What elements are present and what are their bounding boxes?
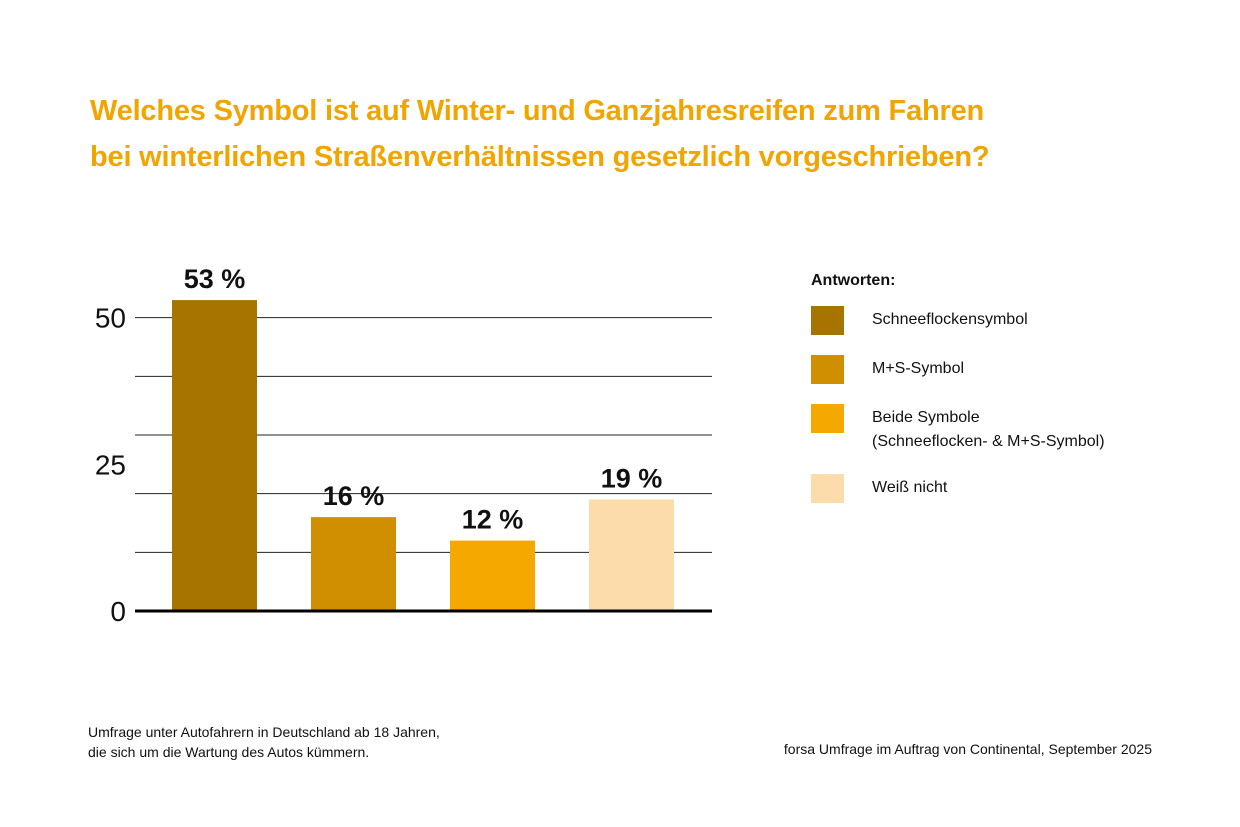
y-tick-label: 0 <box>110 596 126 627</box>
legend-label: Weiß nicht <box>872 479 948 496</box>
legend-swatch <box>811 404 844 433</box>
legend-label: Schneeflockensymbol <box>872 311 1028 328</box>
legend-swatch <box>811 474 844 503</box>
legend-label: Beide Symbole (Schneeflocken- & M+S-Symb… <box>872 409 1105 450</box>
bar <box>450 540 535 611</box>
legend-item: Beide Symbole (Schneeflocken- & M+S-Symb… <box>811 404 1105 454</box>
value-label: 16 % <box>323 481 385 511</box>
source: forsa Umfrage im Auftrag von Continental… <box>783 741 1152 757</box>
bar <box>311 517 396 611</box>
y-tick-label: 25 <box>95 449 126 480</box>
legend-label: M+S-Symbol <box>872 360 965 377</box>
legend-title: Antworten: <box>811 272 896 289</box>
legend-item: Schneeflockensymbol <box>811 306 1105 335</box>
legend: Antworten: Schneeflockensymbol M+S-Symbol… <box>811 272 1105 523</box>
legend-items: Schneeflockensymbol M+S-Symbol Beide Symbo… <box>811 306 1105 503</box>
bar <box>589 499 674 611</box>
bar <box>172 300 257 611</box>
legend-item: Weiß nicht <box>811 474 1105 503</box>
value-label: 12 % <box>462 505 524 535</box>
legend-swatch <box>811 355 844 384</box>
legend-swatch <box>811 306 844 335</box>
value-label: 19 % <box>601 464 663 494</box>
legend-item: M+S-Symbol <box>811 355 1105 384</box>
note: Umfrage unter Autofahrern in Deutschland… <box>88 724 440 760</box>
y-tick-label: 50 <box>95 303 126 334</box>
chart-title: Welches Symbol ist auf Winter- und Ganzj… <box>90 95 990 173</box>
value-label: 53 % <box>184 264 246 294</box>
